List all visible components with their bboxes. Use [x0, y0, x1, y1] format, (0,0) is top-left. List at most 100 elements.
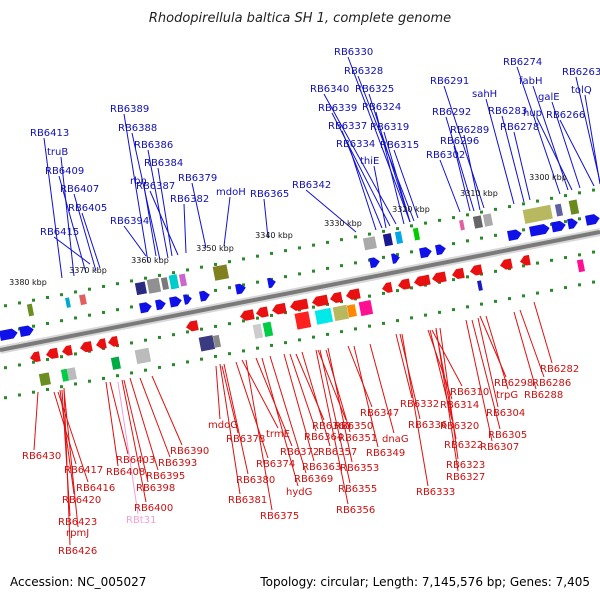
feature-box	[472, 215, 483, 229]
reverse-gene-arrow	[256, 306, 269, 318]
guide-dot	[382, 321, 385, 325]
forward-gene-arrow	[507, 229, 522, 242]
guide-dot	[116, 308, 119, 312]
gene-label: RB6420	[62, 495, 101, 506]
guide-dot	[410, 224, 413, 228]
feature-box	[314, 307, 334, 325]
leader-line	[369, 343, 395, 434]
leader-line	[513, 311, 537, 390]
leader-line	[143, 185, 157, 257]
guide-dot	[368, 232, 371, 236]
gene-label: RB6330	[334, 47, 373, 58]
feature-box	[522, 204, 553, 224]
guide-dot	[116, 374, 119, 378]
gene-label: RB6351	[338, 433, 377, 444]
gene-label: RB6266	[546, 110, 585, 121]
gene-label: RB6400	[134, 503, 173, 514]
guide-dot	[102, 376, 105, 380]
reverse-gene-arrow	[186, 320, 199, 332]
feature-box	[198, 335, 216, 352]
ruler-label: 3380 kbp	[9, 278, 47, 287]
gene-label: RB6375	[260, 511, 299, 522]
guide-dot	[410, 286, 413, 290]
guide-dot	[256, 280, 259, 284]
feature-box	[346, 304, 357, 318]
guide-dot	[298, 246, 301, 250]
gene-label: sahH	[472, 89, 497, 100]
guide-dot	[326, 240, 329, 244]
leader-line	[123, 225, 147, 257]
gene-label: RB6374	[256, 459, 295, 470]
gene-label: RB6382	[170, 194, 209, 205]
gene-label: RB6378	[226, 434, 265, 445]
guide-dot	[452, 216, 455, 220]
guide-dot	[578, 253, 581, 257]
feature-box	[134, 281, 147, 296]
leader-line	[149, 190, 179, 256]
guide-dot	[18, 301, 21, 305]
guide-dot	[116, 282, 119, 286]
guide-dot	[60, 355, 63, 359]
gene-label: RB6381	[228, 495, 267, 506]
leader-line	[485, 315, 509, 390]
feature-box	[168, 274, 180, 290]
leader-line	[315, 349, 349, 505]
leader-line	[305, 189, 357, 233]
guide-dot	[494, 233, 497, 237]
leader-line	[341, 130, 383, 229]
leader-line	[151, 375, 183, 446]
gene-labels: RB6413 truB RB6409 RB6407 RB6405 RB6415 RB6389…	[22, 47, 600, 557]
gene-label: RB6334	[336, 139, 375, 150]
guide-dot	[200, 327, 203, 331]
guide-dot	[340, 264, 343, 268]
guide-dot	[46, 295, 49, 299]
leader-line	[516, 66, 561, 195]
gene-label: RB6405	[68, 203, 107, 214]
gene-label: RB6296	[440, 136, 479, 147]
genome-summary: Topology: circular; Length: 7,145,576 bp…	[259, 575, 590, 589]
feature-box	[212, 264, 230, 281]
guide-dot	[312, 243, 315, 247]
gene-label: RB6394	[110, 216, 149, 227]
leader-line	[532, 85, 569, 191]
guide-dot	[158, 335, 161, 339]
feature-box	[38, 372, 51, 387]
guide-dot	[242, 319, 245, 323]
leader-line	[347, 345, 373, 408]
guide-dot	[228, 286, 231, 290]
ruler-label: 3320 kbp	[392, 205, 430, 214]
leader-line	[73, 193, 97, 272]
leader-line	[109, 381, 129, 455]
guide-dot	[242, 283, 245, 287]
gene-label: RB6349	[366, 448, 405, 459]
guide-dot	[312, 335, 315, 339]
leader-line	[383, 131, 411, 223]
ruler-label: 3360 kbp	[131, 256, 169, 265]
guide-dot	[592, 250, 595, 254]
guide-dot	[46, 387, 49, 391]
gene-label: RB6369	[294, 474, 333, 485]
guide-dot	[438, 218, 441, 222]
guide-dot	[536, 261, 539, 265]
gene-label: RB6278	[500, 122, 539, 133]
gene-label: truB	[47, 147, 68, 158]
guide-dot	[284, 341, 287, 345]
leader-line	[551, 101, 581, 189]
leader-line	[105, 381, 119, 467]
guide-dot	[396, 253, 399, 257]
gene-label: RB6302	[426, 150, 465, 161]
guide-dot	[270, 313, 273, 317]
guide-dot	[480, 210, 483, 214]
leader-line	[319, 349, 351, 484]
leader-line	[123, 379, 149, 483]
guide-dot	[424, 221, 427, 225]
reverse-gene-arrow	[30, 351, 41, 363]
gene-label: RB6353	[340, 463, 379, 474]
guide-dot	[144, 276, 147, 280]
gene-label: RB6409	[45, 166, 84, 177]
guide-dot	[270, 343, 273, 347]
gene-label: RB6423	[58, 517, 97, 528]
reverse-gene-arrow	[520, 254, 531, 266]
guide-dot	[340, 330, 343, 334]
